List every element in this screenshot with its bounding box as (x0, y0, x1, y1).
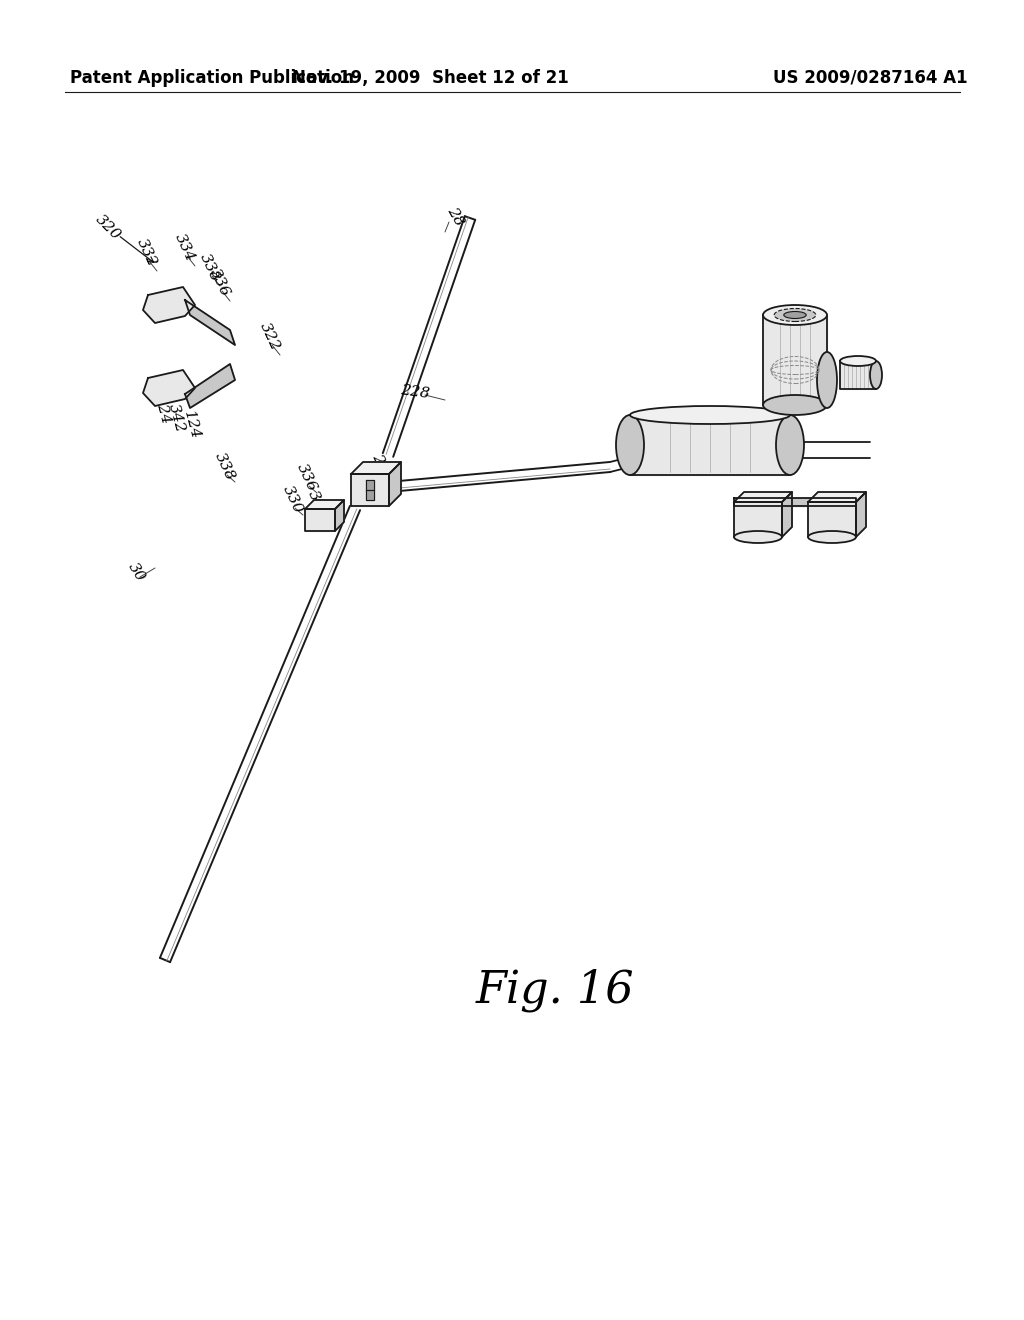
Text: Nov. 19, 2009  Sheet 12 of 21: Nov. 19, 2009 Sheet 12 of 21 (292, 69, 568, 87)
Text: 328: 328 (305, 488, 331, 521)
Text: 336: 336 (208, 267, 232, 300)
Text: 226: 226 (370, 451, 394, 484)
Polygon shape (351, 462, 401, 474)
Ellipse shape (774, 309, 816, 322)
Text: 320: 320 (93, 213, 123, 243)
Polygon shape (734, 498, 856, 506)
Ellipse shape (817, 352, 837, 408)
Text: 28: 28 (444, 205, 466, 228)
Polygon shape (185, 364, 234, 408)
Polygon shape (351, 474, 389, 506)
Polygon shape (366, 490, 374, 500)
Text: 338: 338 (198, 252, 222, 284)
Text: 124: 124 (181, 409, 203, 441)
Ellipse shape (616, 414, 644, 475)
Polygon shape (782, 492, 792, 537)
Ellipse shape (763, 395, 827, 414)
Text: 322: 322 (257, 321, 283, 354)
Polygon shape (808, 502, 856, 537)
Polygon shape (305, 500, 344, 510)
Text: 228: 228 (399, 383, 430, 401)
Ellipse shape (808, 531, 856, 543)
Ellipse shape (734, 531, 782, 543)
Polygon shape (808, 492, 866, 502)
Polygon shape (366, 480, 374, 490)
Ellipse shape (630, 407, 790, 424)
Text: 330: 330 (281, 484, 305, 516)
Text: 336: 336 (295, 462, 319, 494)
Polygon shape (143, 370, 195, 407)
Polygon shape (305, 510, 335, 531)
Polygon shape (856, 492, 866, 537)
Polygon shape (143, 286, 195, 323)
Text: 342: 342 (166, 403, 186, 434)
Text: 334: 334 (172, 232, 198, 264)
Polygon shape (185, 300, 234, 345)
Text: Patent Application Publication: Patent Application Publication (70, 69, 354, 87)
Polygon shape (630, 414, 790, 475)
Polygon shape (763, 315, 827, 405)
Text: 348: 348 (162, 372, 182, 404)
Polygon shape (840, 360, 876, 389)
Ellipse shape (870, 360, 882, 389)
Text: 324: 324 (152, 395, 173, 426)
Text: 338: 338 (212, 451, 238, 483)
Text: 30: 30 (125, 560, 147, 583)
Ellipse shape (840, 356, 876, 366)
Ellipse shape (783, 312, 806, 318)
Text: US 2009/0287164 A1: US 2009/0287164 A1 (773, 69, 968, 87)
Polygon shape (734, 492, 792, 502)
Ellipse shape (763, 305, 827, 325)
Polygon shape (389, 462, 401, 506)
Polygon shape (335, 500, 344, 531)
Text: 332: 332 (134, 236, 160, 269)
Ellipse shape (776, 414, 804, 475)
Polygon shape (734, 502, 782, 537)
Text: Fig. 16: Fig. 16 (476, 969, 634, 1011)
